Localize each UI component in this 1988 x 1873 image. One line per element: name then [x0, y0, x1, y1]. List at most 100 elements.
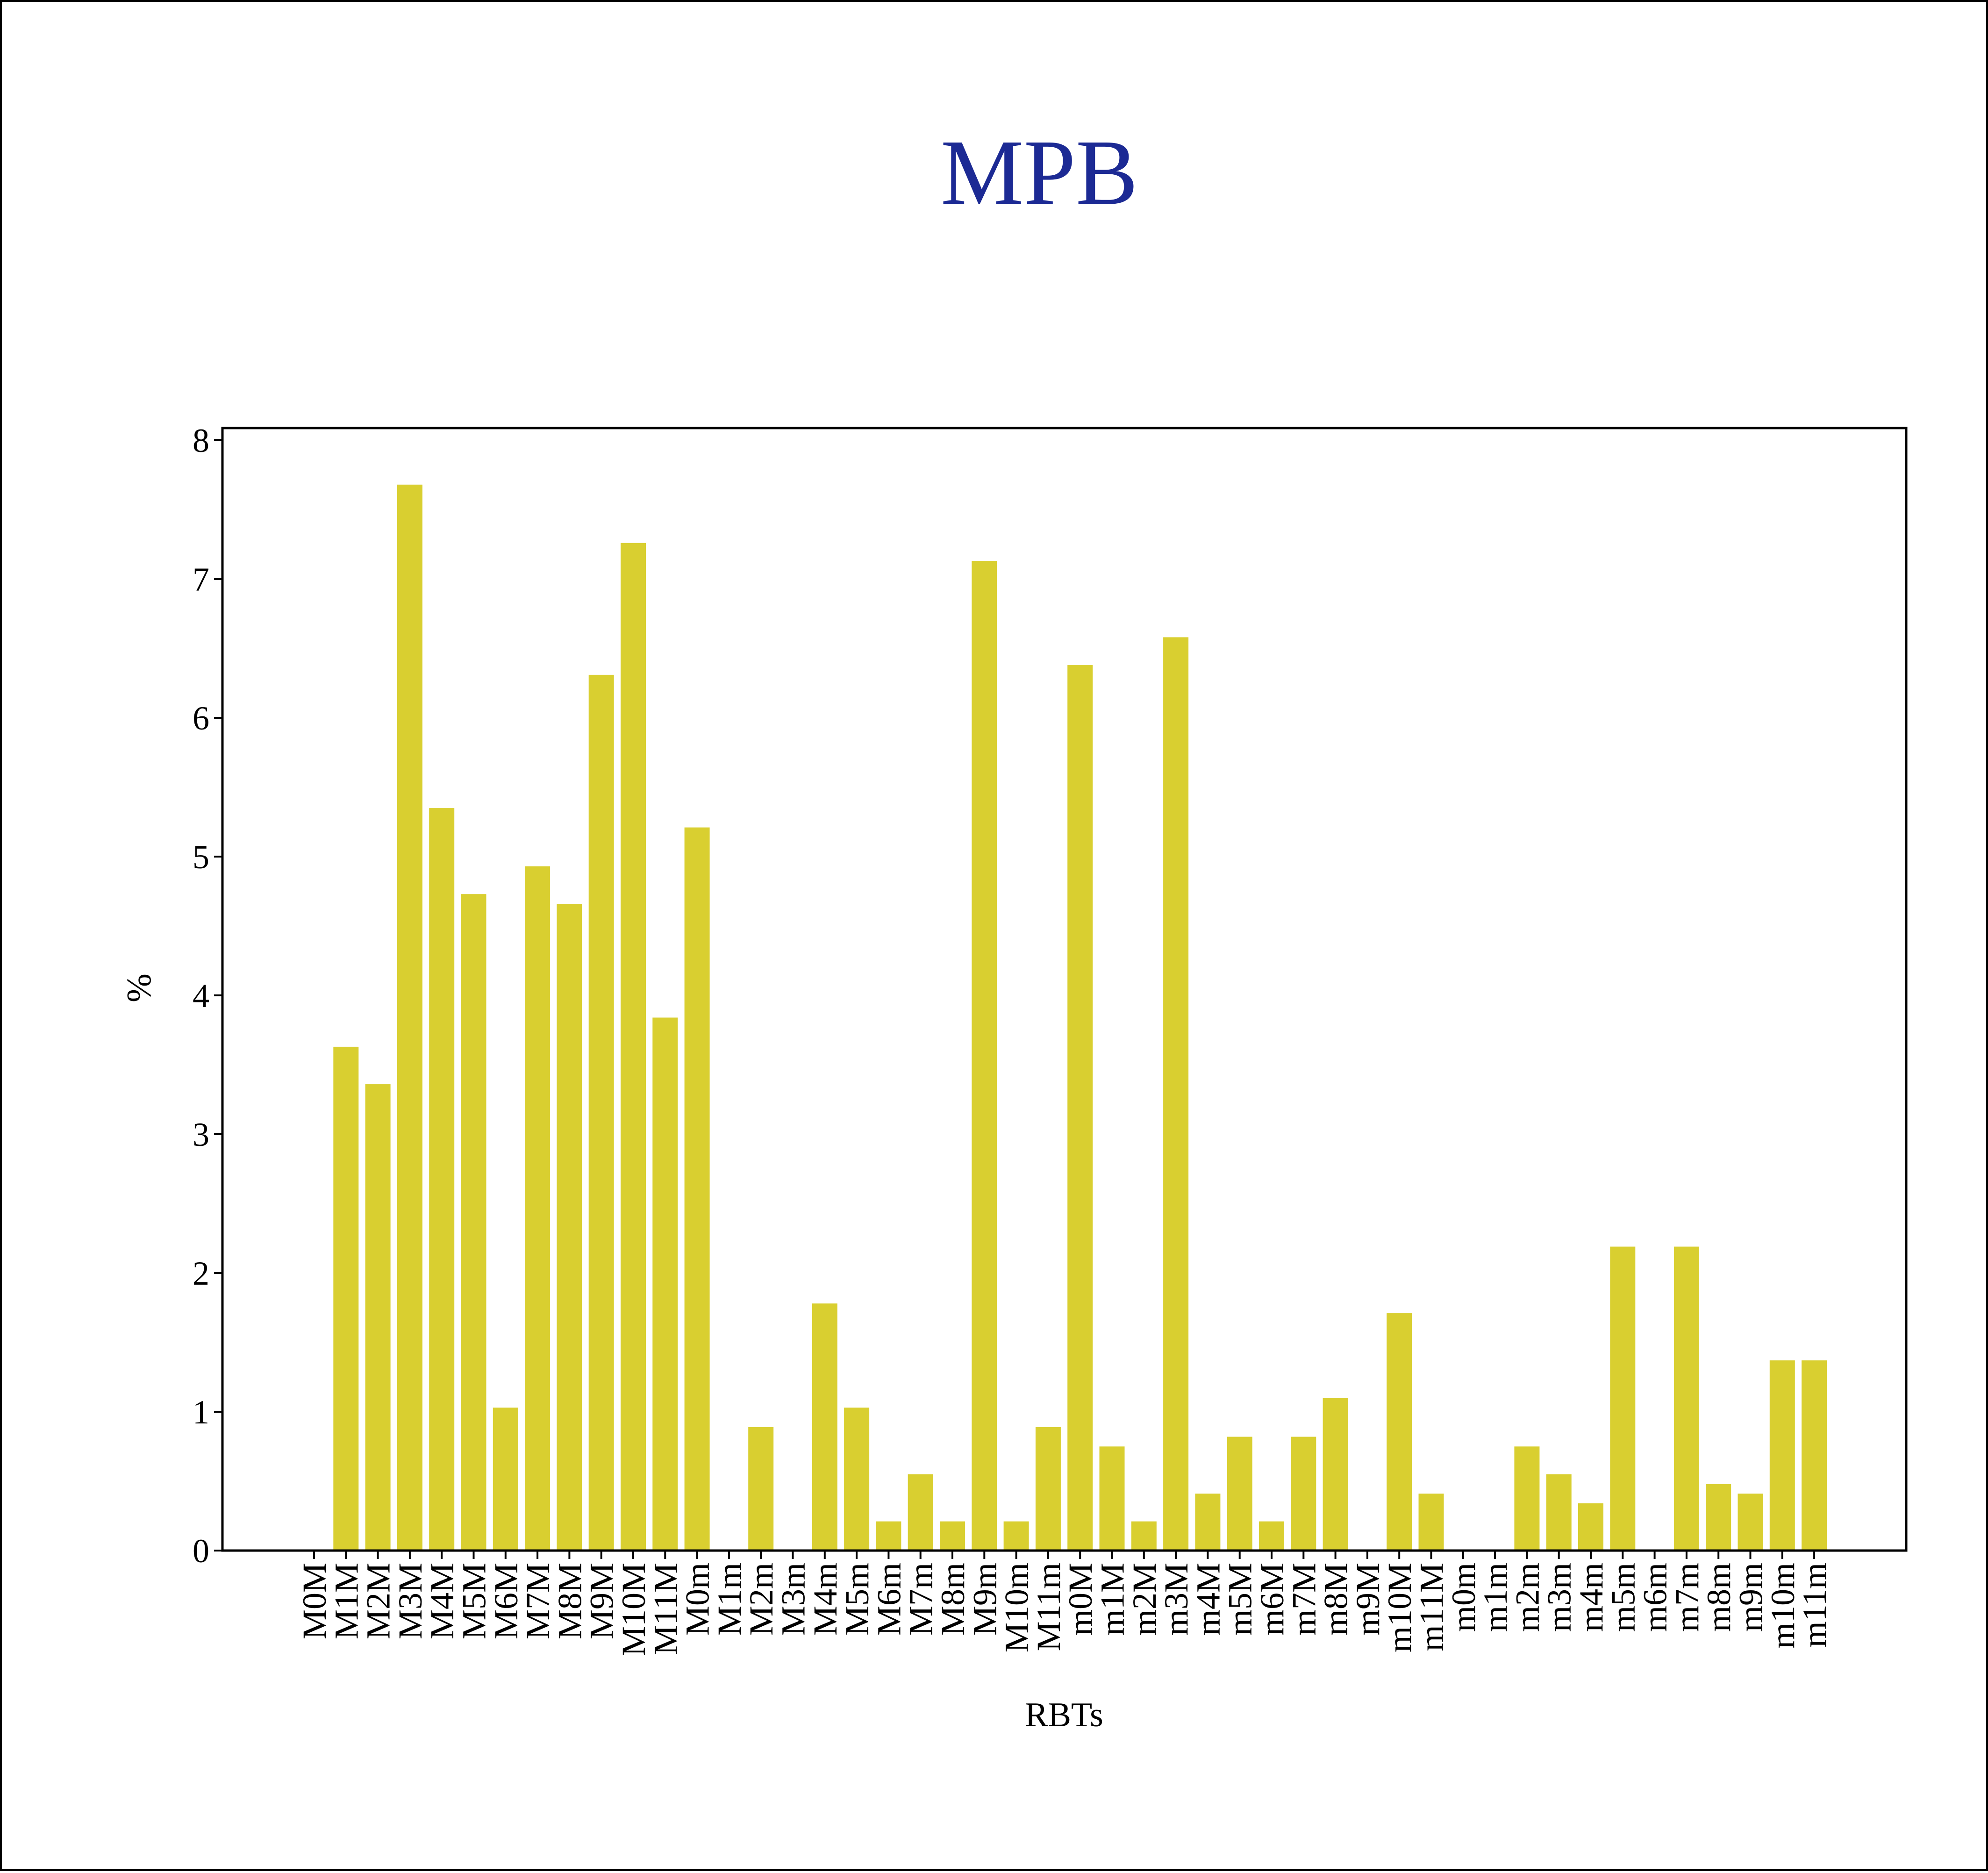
bar-m10m: [1769, 1360, 1795, 1551]
bar-m9m: [1738, 1494, 1763, 1551]
bar-M2m: [748, 1427, 774, 1551]
bar-m11m: [1802, 1360, 1827, 1551]
bar-M2M: [365, 1084, 391, 1551]
x-tick-label-m3M: m3M: [1158, 1563, 1195, 1636]
x-tick-label-m6M: m6M: [1253, 1563, 1291, 1636]
x-tick-label-M7M: M7M: [519, 1563, 557, 1639]
x-tick-label-M10M: M10M: [615, 1563, 652, 1656]
bar-m3M: [1163, 637, 1189, 1551]
x-tick-label-M11m: M11m: [1030, 1563, 1067, 1651]
x-tick-label-M2m: M2m: [743, 1563, 780, 1636]
x-tick-label-M1m: M1m: [711, 1563, 748, 1636]
y-tick-label-5: 5: [193, 838, 209, 876]
bar-M11M: [652, 1017, 678, 1551]
x-tick-label-M4m: M4m: [807, 1563, 844, 1636]
x-tick-label-m4M: m4M: [1189, 1563, 1227, 1636]
bar-m4M: [1195, 1494, 1221, 1551]
x-tick-label-m0M: m0M: [1062, 1563, 1099, 1636]
y-tick-label-0: 0: [193, 1532, 209, 1570]
x-tick-label-m10M: m10M: [1381, 1563, 1418, 1652]
bar-m6M: [1259, 1521, 1284, 1551]
x-tick-label-M3M: M3M: [392, 1563, 429, 1639]
bar-m10M: [1387, 1313, 1412, 1551]
bar-M8M: [557, 904, 582, 1551]
y-tick-label-1: 1: [193, 1394, 209, 1431]
bar-M10m: [1003, 1521, 1029, 1551]
bar-m8m: [1706, 1484, 1731, 1551]
x-tick-label-M0m: M0m: [679, 1563, 716, 1636]
bar-M7M: [525, 866, 551, 1551]
x-tick-label-m11M: m11M: [1413, 1563, 1451, 1651]
bar-M6m: [876, 1521, 901, 1551]
bar-M10M: [621, 543, 646, 1551]
x-tick-label-m0m: m0m: [1445, 1563, 1482, 1632]
x-axis-label: RBTs: [1025, 1696, 1103, 1734]
bar-M11m: [1035, 1427, 1061, 1551]
x-tick-label-m9m: m9m: [1732, 1563, 1770, 1632]
x-tick-label-M0M: M0M: [296, 1563, 333, 1639]
x-tick-label-m10m: m10m: [1764, 1563, 1802, 1649]
y-tick-label-8: 8: [193, 422, 209, 459]
x-tick-label-m1M: m1M: [1094, 1563, 1131, 1636]
axis-layer: M0MM1MM2MM3MM4MM5MM6MM7MM8MM9MM10MM11MM0…: [193, 422, 1833, 1656]
bar-M9M: [588, 674, 614, 1551]
bar-M7m: [908, 1474, 933, 1551]
y-tick-label-6: 6: [193, 700, 209, 737]
bars-layer: [333, 485, 1827, 1551]
bar-M3M: [397, 485, 422, 1551]
y-tick-label-3: 3: [193, 1116, 209, 1153]
bar-M1M: [333, 1046, 359, 1551]
y-tick-label-2: 2: [193, 1255, 209, 1292]
bar-m11M: [1418, 1494, 1444, 1551]
bar-m0M: [1067, 665, 1093, 1551]
bar-m4m: [1578, 1503, 1603, 1551]
x-tick-label-M11M: M11M: [647, 1563, 684, 1655]
x-tick-label-m8M: m8M: [1317, 1563, 1355, 1636]
bar-M5M: [461, 894, 486, 1551]
x-tick-label-M4M: M4M: [423, 1563, 461, 1639]
x-tick-label-M8m: M8m: [934, 1563, 972, 1636]
x-tick-label-M5m: M5m: [838, 1563, 876, 1636]
x-tick-label-m5m: m5m: [1604, 1563, 1642, 1632]
x-tick-label-m5M: m5M: [1222, 1563, 1259, 1636]
y-axis-label: %: [120, 973, 158, 1002]
bar-M8m: [940, 1521, 965, 1551]
bar-m7M: [1291, 1437, 1316, 1551]
bar-m5M: [1227, 1437, 1252, 1551]
x-tick-label-m3m: m3m: [1541, 1563, 1578, 1632]
x-tick-label-M9m: M9m: [966, 1563, 1003, 1636]
x-tick-label-m6m: m6m: [1637, 1563, 1674, 1632]
x-tick-label-m1m: m1m: [1477, 1563, 1514, 1632]
bar-m7m: [1673, 1246, 1699, 1551]
bar-M0m: [684, 827, 710, 1551]
bar-m1M: [1099, 1446, 1125, 1551]
x-tick-label-M6m: M6m: [870, 1563, 908, 1636]
x-tick-label-m2m: m2m: [1509, 1563, 1546, 1632]
x-tick-label-m11m: m11m: [1796, 1563, 1833, 1647]
x-tick-label-M8M: M8M: [551, 1563, 588, 1639]
x-tick-label-M7m: M7m: [902, 1563, 940, 1636]
bar-M4M: [429, 808, 455, 1551]
bar-M5m: [844, 1408, 870, 1551]
chart-title: MPB: [941, 121, 1138, 224]
y-tick-label-7: 7: [193, 561, 209, 598]
bar-M4m: [812, 1303, 837, 1551]
bar-M6M: [493, 1408, 518, 1551]
bar-m3m: [1546, 1474, 1572, 1551]
x-tick-label-m4m: m4m: [1573, 1563, 1610, 1632]
x-tick-label-M9M: M9M: [583, 1563, 621, 1639]
bar-M9m: [972, 561, 997, 1551]
x-tick-label-m7m: m7m: [1668, 1563, 1706, 1632]
bar-m8M: [1323, 1398, 1348, 1551]
x-tick-label-M6M: M6M: [487, 1563, 525, 1639]
x-tick-label-M2M: M2M: [360, 1563, 397, 1639]
x-tick-label-M10m: M10m: [998, 1563, 1036, 1652]
plot-frame: [221, 427, 1908, 1552]
x-tick-label-M3m: M3m: [775, 1563, 812, 1636]
x-tick-label-m8m: m8m: [1700, 1563, 1738, 1632]
x-tick-label-m9M: m9M: [1349, 1563, 1387, 1636]
y-tick-label-4: 4: [193, 977, 209, 1015]
bar-m2m: [1514, 1446, 1540, 1551]
